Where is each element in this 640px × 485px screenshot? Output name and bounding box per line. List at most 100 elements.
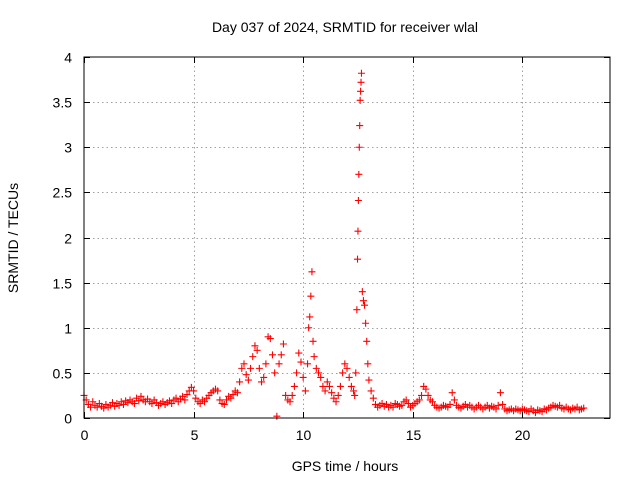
y-tick-label: 1 [64, 321, 72, 337]
data-point [325, 382, 333, 390]
data-point [301, 387, 309, 395]
data-point [428, 398, 436, 406]
data-point [238, 364, 246, 372]
data-point [168, 400, 176, 408]
data-point [339, 369, 347, 377]
data-point [262, 360, 270, 368]
data-point [137, 392, 145, 400]
x-tick-label: 15 [406, 427, 422, 443]
data-point [307, 292, 315, 300]
data-point [424, 391, 432, 399]
data-point [362, 319, 370, 327]
y-tick-label: 3.5 [53, 95, 73, 111]
data-point [496, 389, 504, 397]
data-point [214, 387, 222, 395]
data-point [288, 391, 296, 399]
data-point [418, 391, 426, 399]
data-point [365, 376, 373, 384]
plot-frame [83, 56, 611, 419]
data-point [89, 398, 97, 406]
data-point [404, 400, 412, 408]
data-point [108, 399, 116, 407]
data-point [308, 268, 316, 276]
data-point [196, 400, 204, 408]
data-point [258, 378, 266, 386]
data-point [247, 364, 255, 372]
chart-title: Day 037 of 2024, SRMTID for receiver wla… [212, 19, 478, 35]
data-point [350, 387, 358, 395]
data-point [282, 391, 290, 399]
data-point [328, 389, 336, 397]
data-point [253, 346, 261, 354]
data-point [179, 392, 187, 400]
data-point [499, 400, 507, 408]
data-point [389, 403, 397, 411]
data-point [192, 394, 200, 402]
data-point [422, 385, 430, 393]
data-point [367, 387, 375, 395]
data-point [279, 340, 287, 348]
data-point [402, 396, 410, 404]
data-point [347, 382, 355, 390]
y-tick-label: 4 [64, 50, 72, 66]
data-point [355, 170, 363, 178]
data-point [233, 389, 241, 397]
data-point [304, 360, 312, 368]
data-point [330, 394, 338, 402]
y-tick-label: 0.5 [53, 366, 73, 382]
data-point [353, 306, 361, 314]
data-point [244, 376, 252, 384]
data-point [357, 87, 365, 95]
data-point [306, 313, 314, 321]
data-point [336, 382, 344, 390]
data-point [273, 412, 281, 420]
data-point [266, 335, 274, 343]
data-point [309, 337, 317, 345]
data-point [187, 383, 195, 391]
data-point [334, 391, 342, 399]
data-point [181, 396, 189, 404]
data-point [242, 371, 250, 379]
data-point [356, 96, 364, 104]
x-tick-label: 0 [81, 427, 89, 443]
data-point [115, 401, 123, 409]
data-point [190, 387, 198, 395]
data-point [268, 351, 276, 359]
data-point [317, 373, 325, 381]
y-axis-title: SRMTID / TECUs [5, 183, 21, 293]
x-tick-label: 5 [191, 427, 199, 443]
data-point [183, 391, 191, 399]
data-point [240, 360, 248, 368]
data-point [354, 196, 362, 204]
data-point [277, 351, 285, 359]
data-point [148, 400, 156, 408]
data-point [93, 403, 101, 411]
data-point [275, 360, 283, 368]
data-point [345, 373, 353, 381]
data-point [227, 394, 235, 402]
data-point [251, 342, 259, 350]
data-point [100, 404, 108, 412]
data-point [357, 69, 365, 77]
data-point [297, 358, 305, 366]
data-point [361, 301, 369, 309]
y-tick-label: 3 [64, 140, 72, 156]
x-axis-title: GPS time / hours [292, 458, 399, 474]
data-point [222, 396, 230, 404]
data-points-layer [80, 69, 588, 420]
data-point [216, 396, 224, 404]
data-point [359, 297, 367, 305]
data-point [260, 373, 268, 381]
y-tick-label: 2 [64, 231, 72, 247]
data-point [343, 364, 351, 372]
data-point [364, 360, 372, 368]
data-point [358, 288, 366, 296]
data-point [356, 122, 364, 130]
data-point [255, 364, 263, 372]
data-point [229, 391, 237, 399]
data-point [249, 353, 257, 361]
data-point [357, 78, 365, 86]
data-point [321, 387, 329, 395]
ticks-layer: 0 5 10 15 20 0 0.5 1 1.5 2 2.5 3 3.5 4 [53, 50, 610, 443]
